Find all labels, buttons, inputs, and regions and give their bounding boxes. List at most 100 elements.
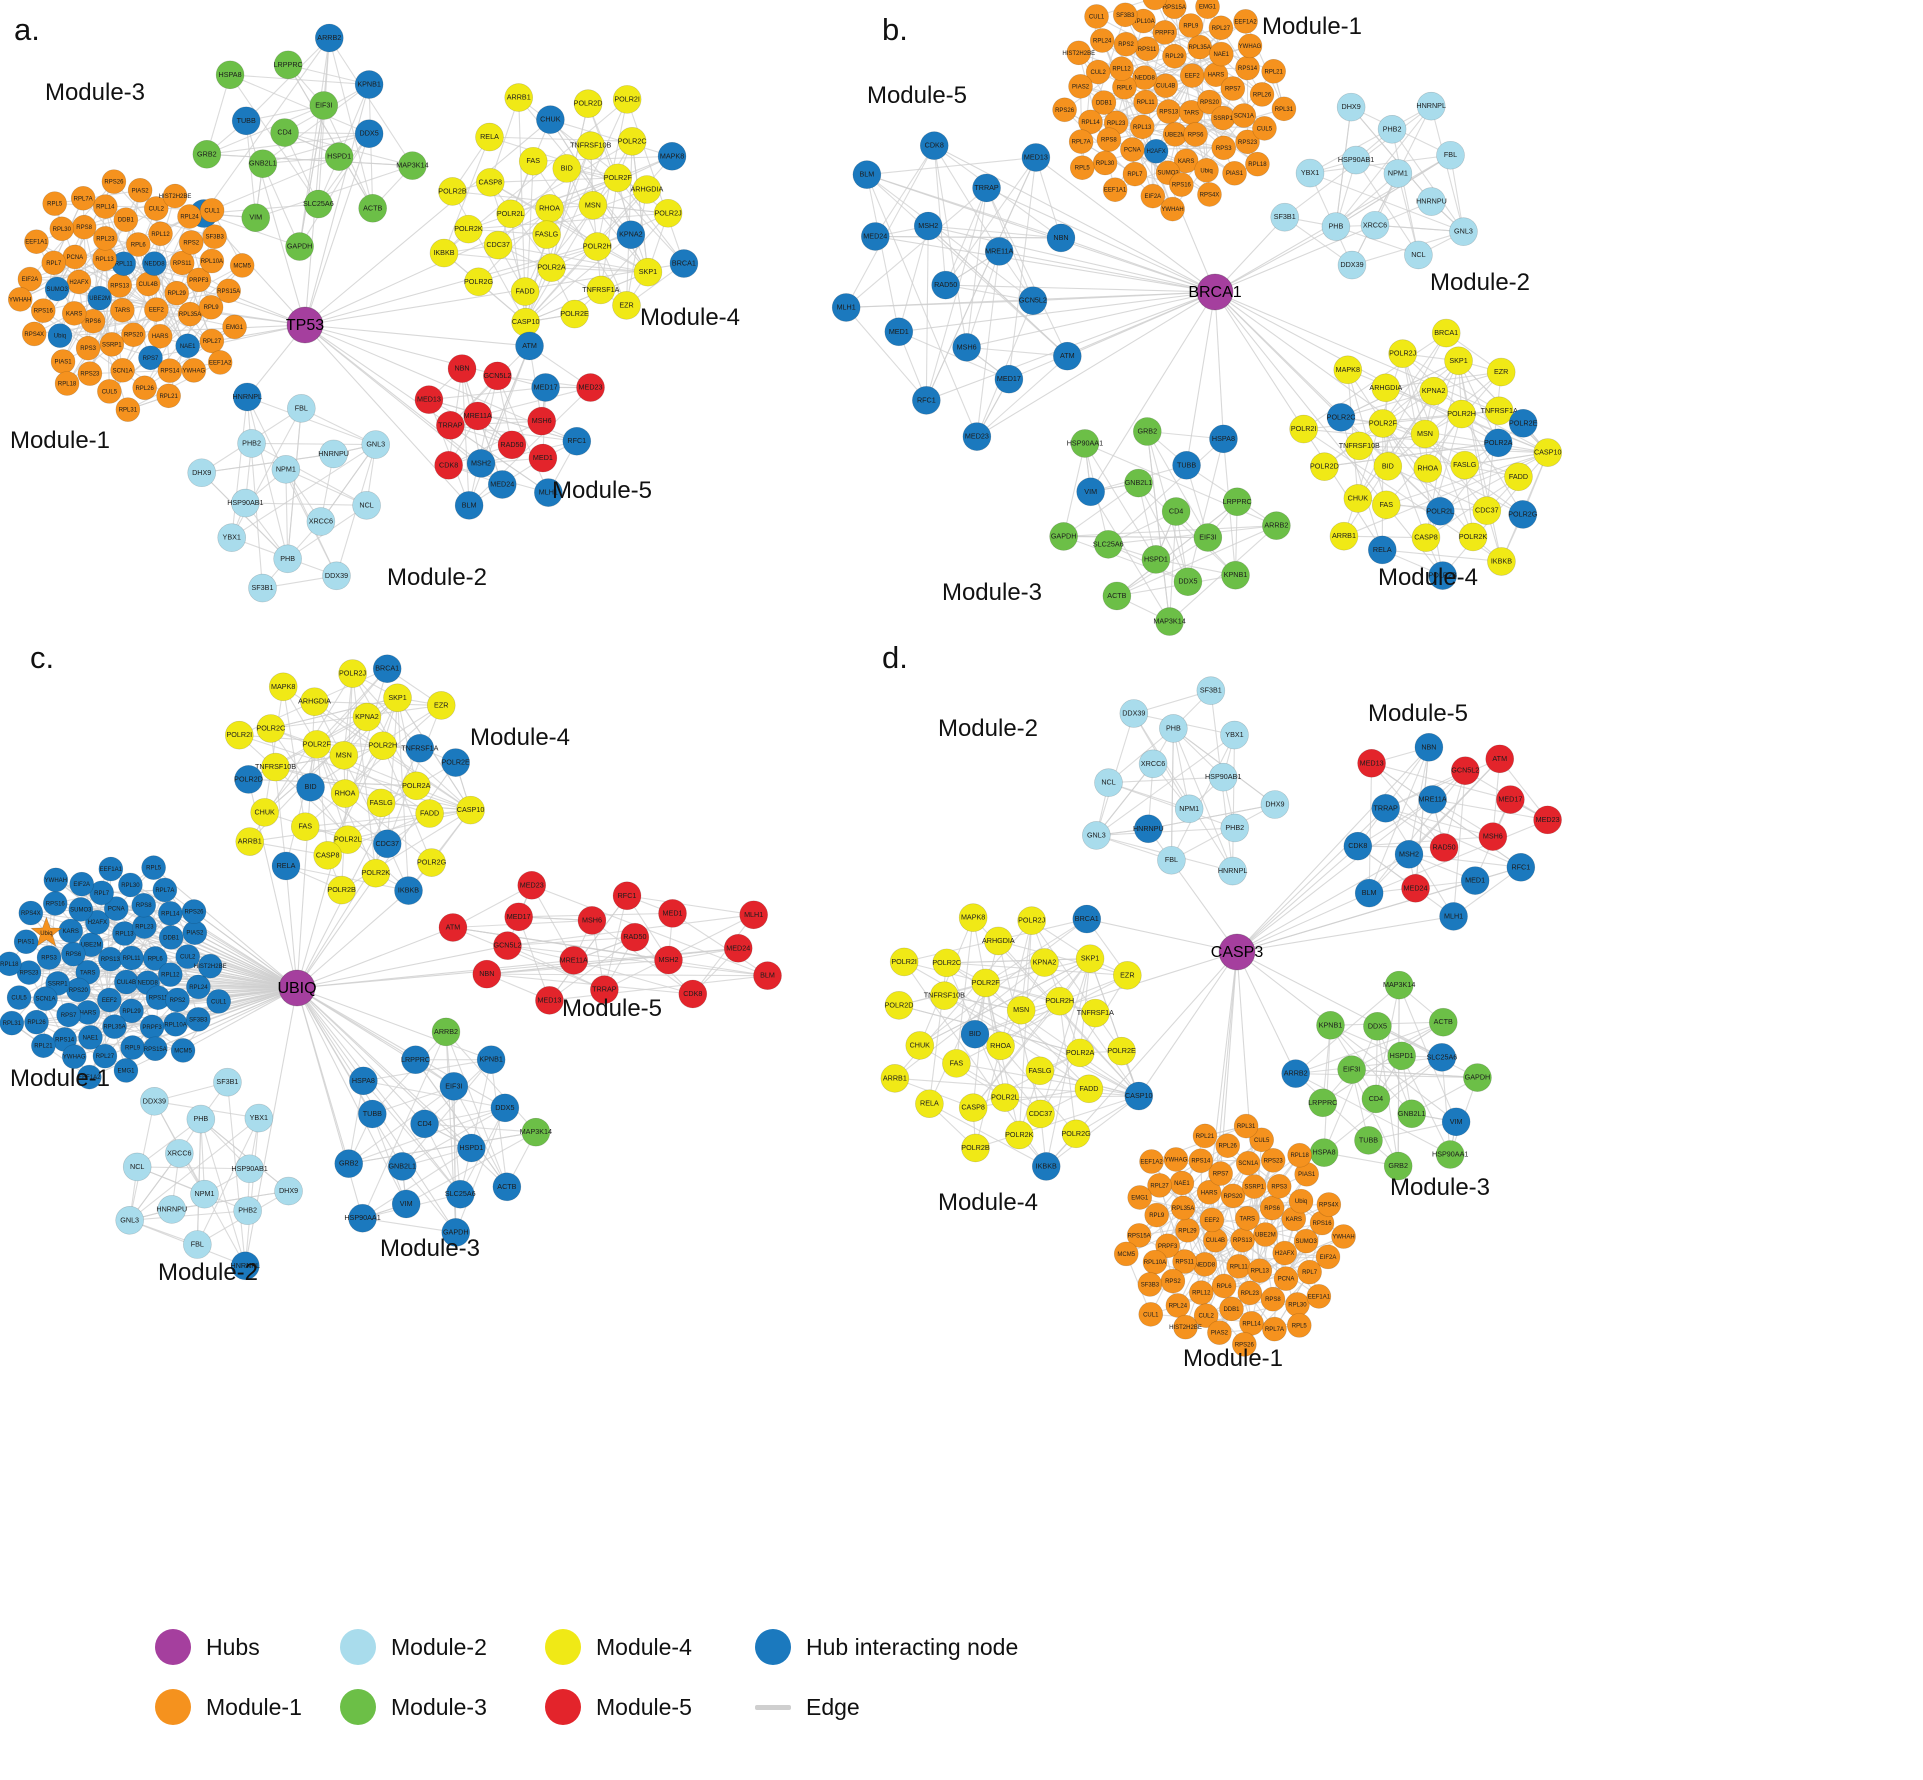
node-label: SLC25A6 — [303, 199, 334, 208]
module-label: Module-2 — [1430, 269, 1530, 296]
node-label: PRPF3 — [1155, 30, 1175, 36]
node-label: GNL3 — [1454, 227, 1473, 236]
node-label: XRCC6 — [167, 1148, 191, 1157]
node-label: FASLG — [535, 230, 559, 239]
node-label: TUBB — [1359, 1135, 1378, 1144]
node-label: CD4 — [1169, 507, 1183, 516]
node-label: UBE2M — [89, 296, 110, 302]
node-label: CASP8 — [478, 177, 502, 186]
node-label: HARS — [152, 334, 169, 340]
node-label: POLR2B — [438, 186, 467, 195]
node-label: EMG1 — [117, 1068, 135, 1074]
node-label: PHB2 — [242, 438, 261, 447]
node-label: CDC37 — [375, 839, 399, 848]
node-label: RPL31 — [1237, 1124, 1256, 1130]
node-label: DDX39 — [325, 571, 348, 580]
node-label: SF3B1 — [252, 583, 274, 592]
node-label: PRPF3 — [1158, 1244, 1178, 1250]
node-label: CASP10 — [1125, 1091, 1153, 1100]
node-label: HSPD1 — [327, 152, 351, 161]
node-label: MCM5 — [1117, 1252, 1135, 1258]
node-label: RPL24 — [180, 214, 199, 220]
node-label: DDB1 — [118, 218, 135, 224]
hub-label: UBIQ — [277, 980, 316, 997]
node-label: SF3B1 — [1200, 686, 1222, 695]
node-label: RPL21 — [34, 1044, 53, 1050]
node-label: RPL18 — [0, 962, 19, 968]
node-label: MSH6 — [1483, 832, 1503, 841]
node-label: TNFRSF10B — [570, 141, 611, 150]
node-label: NEDD8 — [1195, 1262, 1216, 1268]
node-label: RPS4X — [24, 332, 44, 338]
node-label: RPL7A — [74, 196, 93, 202]
edge — [550, 120, 672, 157]
node-label: POLR2G — [1062, 1129, 1092, 1138]
node-label: RPL24 — [1169, 1303, 1188, 1309]
node-label: MED1 — [889, 327, 909, 336]
node-label: DDB1 — [163, 935, 180, 941]
node-label: RPL10A — [1144, 1260, 1166, 1266]
node-label: DDX5 — [495, 1103, 514, 1112]
node-label: BLM — [760, 971, 775, 980]
legend-column-1: Hubs Module-1 — [155, 1628, 340, 1726]
node-label: MED24 — [863, 231, 887, 240]
node-label: SKP1 — [1081, 954, 1099, 963]
node-label: GNL3 — [366, 440, 385, 449]
node-label: CDK8 — [439, 460, 458, 469]
node-label: EEF2 — [102, 998, 118, 1004]
hub-edge — [1237, 952, 1456, 1122]
node-label: SKP1 — [388, 693, 406, 702]
node-label: CHUK — [1348, 493, 1369, 502]
node-label: MAP3K14 — [1383, 980, 1415, 989]
node-label: NPM1 — [1179, 804, 1199, 813]
node-label: RPS11 — [1175, 1260, 1194, 1266]
node-label: EEF2 — [1185, 74, 1201, 80]
node-label: SF3B1 — [216, 1077, 238, 1086]
edge — [1046, 1096, 1139, 1166]
node-label: UBE2M — [1165, 132, 1186, 138]
module-label: Module-2 — [938, 715, 1038, 742]
node-label: CUL5 — [1254, 1138, 1270, 1144]
node-label: ACTB — [363, 203, 382, 212]
edge — [1060, 1001, 1076, 1134]
node-label: BLM — [462, 500, 477, 509]
edge — [867, 157, 1036, 174]
node-label: MED1 — [533, 453, 553, 462]
node-label: ARRB2 — [317, 33, 341, 42]
node-label: POLR2I — [891, 957, 917, 966]
node-label: RPS4X — [1200, 192, 1220, 198]
node-label: PIAS1 — [1298, 1172, 1316, 1178]
node-label: RPL31 — [3, 1021, 22, 1027]
node-label: MAP3K14 — [1153, 617, 1185, 626]
node-label: CUL1 — [1089, 14, 1105, 20]
node-label: HIST2H2BE — [1062, 51, 1095, 57]
node-label: CD4 — [277, 128, 291, 137]
node-label: MRE11A — [985, 246, 1013, 255]
node-label: EZR — [434, 700, 448, 709]
node-label: LRPPRC — [274, 60, 303, 69]
node-label: Ubiq — [40, 931, 52, 937]
node-label: RPS6 — [66, 952, 82, 958]
node-label: RPL14 — [1242, 1321, 1261, 1327]
node-label: RPL7 — [94, 891, 110, 897]
node-label: MSH2 — [1399, 849, 1419, 858]
module-label: Module-5 — [562, 995, 662, 1022]
hub-label: TP53 — [286, 317, 324, 334]
node-label: EEF1A1 — [25, 240, 48, 246]
legend-column-2: Module-2 Module-3 — [340, 1628, 545, 1726]
edge — [998, 941, 1127, 975]
node-label: RPL9 — [1149, 1213, 1165, 1219]
node-label: POLR2L — [497, 209, 525, 218]
node-label: CDC37 — [1475, 506, 1499, 515]
node-label: POLR2E — [1509, 418, 1538, 427]
module-label: Module-3 — [1390, 1174, 1490, 1201]
node-label: ARRB2 — [434, 1027, 458, 1036]
node-label: TNFRSF10B — [255, 762, 296, 771]
node-label: MRE11A — [464, 411, 492, 420]
node-label: PHB — [1166, 723, 1181, 732]
legend-item-module-2: Module-2 — [340, 1628, 545, 1666]
edge — [172, 1191, 289, 1209]
node-label: POLR2D — [1310, 462, 1339, 471]
node-label: RPL29 — [122, 1009, 141, 1015]
node-label: EMG1 — [226, 325, 244, 331]
